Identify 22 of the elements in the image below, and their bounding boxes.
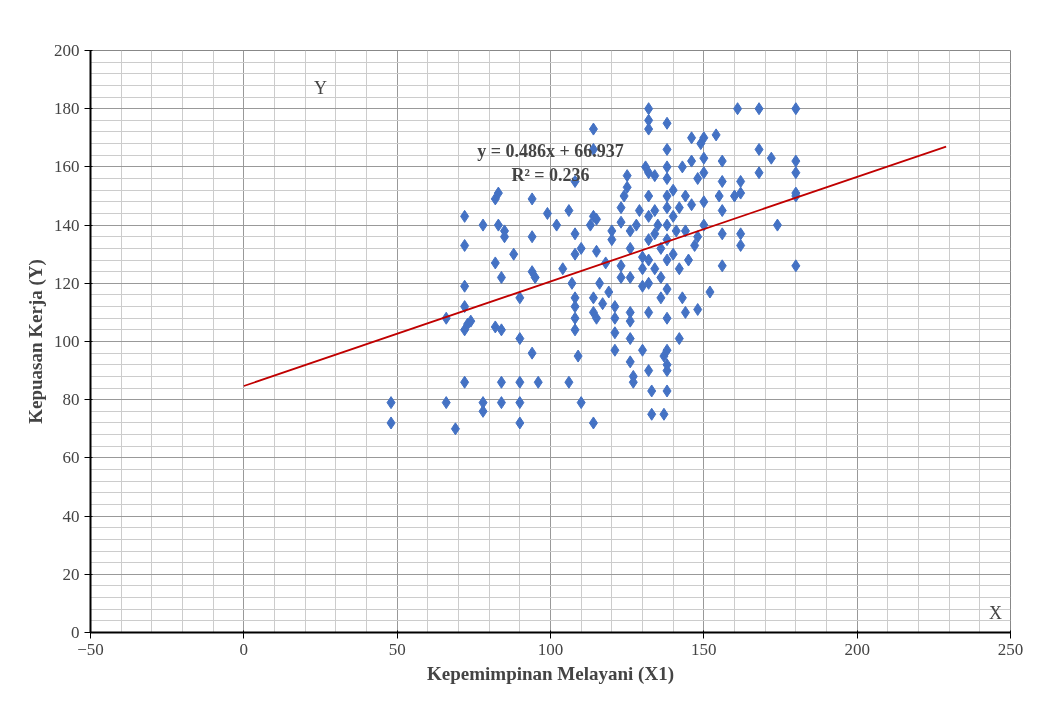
y-tick-label: 100 bbox=[54, 332, 80, 351]
x-tick-label: 250 bbox=[997, 639, 1024, 659]
y-tick-label: 120 bbox=[54, 273, 80, 293]
y-axis-title: Kepuasan Kerja (Y) bbox=[25, 259, 47, 424]
x-tick-label: 200 bbox=[844, 639, 870, 659]
x-tick-label: 0 bbox=[239, 639, 249, 659]
y-tick-label: 200 bbox=[54, 41, 80, 60]
x-tick-label: 100 bbox=[537, 639, 564, 659]
x-tick-label: 50 bbox=[388, 639, 406, 659]
annotation: Y bbox=[314, 77, 327, 98]
y-tick-label: 20 bbox=[62, 564, 80, 584]
y-tick-label: 180 bbox=[54, 99, 80, 119]
annotation: X bbox=[989, 602, 1002, 623]
x-axis-title: Kepemimpinan Melayani (X1) bbox=[427, 662, 674, 685]
y-tick-label: 0 bbox=[71, 623, 80, 642]
y-tick-label: 60 bbox=[62, 448, 80, 468]
y-tick-label: 140 bbox=[54, 215, 80, 235]
x-tick-label: −50 bbox=[77, 639, 104, 659]
x-tick-label: 150 bbox=[691, 639, 717, 659]
y-tick-label: 160 bbox=[54, 157, 80, 177]
y-tick-label: 80 bbox=[62, 390, 80, 410]
y-tick-label: 40 bbox=[62, 506, 80, 526]
